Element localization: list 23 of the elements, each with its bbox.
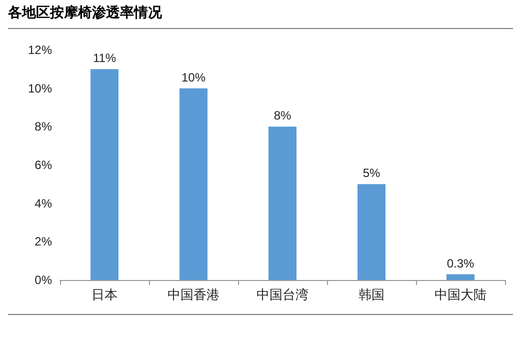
y-tick-label: 4% xyxy=(34,196,52,210)
data-label: 5% xyxy=(362,166,380,180)
bar xyxy=(180,88,208,280)
x-tick-label: 中国大陆 xyxy=(434,287,486,302)
data-label: 0.3% xyxy=(446,256,474,270)
bar xyxy=(268,126,296,280)
y-tick-label: 12% xyxy=(28,43,52,57)
bar xyxy=(446,274,474,280)
y-tick-label: 2% xyxy=(34,234,52,249)
x-tick-label: 中国香港 xyxy=(168,287,220,302)
x-tick-label: 韩国 xyxy=(358,287,384,302)
x-tick-label: 中国台湾 xyxy=(256,287,308,302)
data-label: 11% xyxy=(92,51,116,66)
y-tick-label: 10% xyxy=(28,81,52,96)
y-tick-label: 6% xyxy=(34,158,52,172)
y-tick-label: 8% xyxy=(34,120,52,134)
x-tick-label: 日本 xyxy=(92,287,118,302)
data-label: 10% xyxy=(181,70,206,84)
bar xyxy=(358,184,386,280)
chart-title: 各地区按摩椅渗透率情况 xyxy=(8,4,513,29)
data-label: 8% xyxy=(274,108,292,123)
bar xyxy=(90,69,118,280)
y-tick-label: 0% xyxy=(34,273,52,287)
